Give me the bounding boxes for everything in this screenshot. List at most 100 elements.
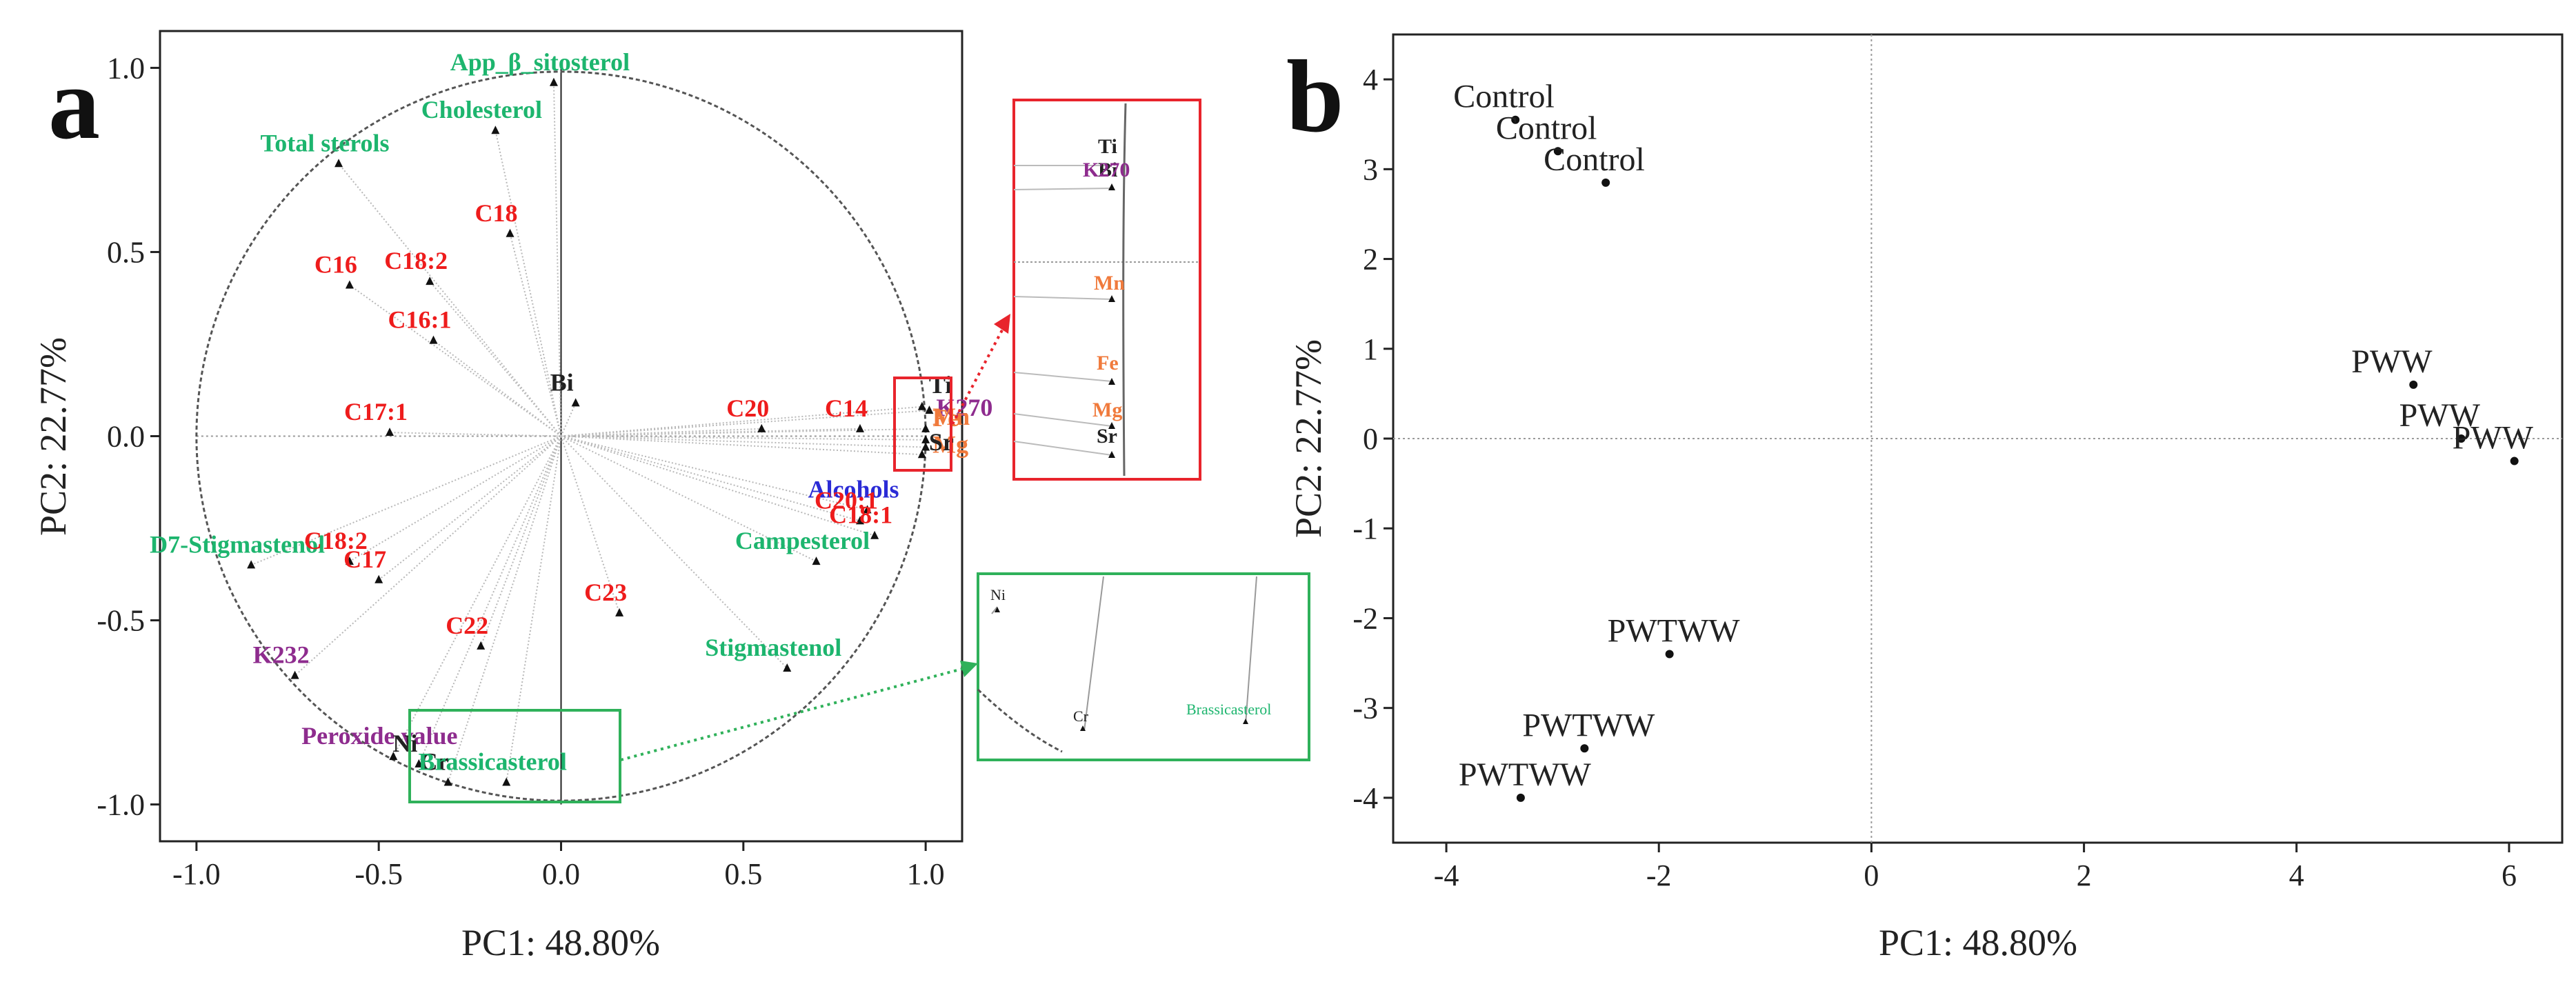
loading-point-marker <box>783 663 792 672</box>
sample-point <box>1553 147 1562 156</box>
loading-line <box>250 435 561 566</box>
green-zoom-arrowhead <box>960 661 978 677</box>
panel-b-x-axis-label: PC1: 48.80% <box>1879 922 2077 963</box>
sample-label: PWW <box>2351 343 2433 380</box>
sample-point <box>1665 650 1674 659</box>
panel-b-axis-ticks: -4 -2 0 2 4 6 -4 -3 -2 -1 0 1 2 3 4 <box>1352 63 2517 892</box>
loading-label: C20:1 <box>815 486 878 514</box>
loading-point-marker <box>335 159 343 168</box>
loading-label: C14 <box>825 394 868 422</box>
loading-label: C16 <box>314 251 357 279</box>
sample-point <box>2457 434 2466 443</box>
x-tick-label: 6 <box>2502 859 2517 892</box>
x-tick-label: -2 <box>1646 859 1672 892</box>
loading-label: Cholesterol <box>421 96 542 123</box>
inset-label-cr: Cr <box>1073 708 1089 725</box>
red-zoom-inset: Ti Bi K270 Mn Fe Mg Sr <box>1012 99 1201 481</box>
loading-point-marker <box>921 423 930 432</box>
loading-point-marker <box>870 530 879 539</box>
green-zoom-source-box <box>408 709 621 803</box>
loading-label: C18:2 <box>384 247 448 274</box>
loading-point-marker <box>855 516 864 525</box>
loading-point-marker <box>386 428 395 437</box>
x-tick-label: -4 <box>1434 859 1459 892</box>
red-zoom-arrow <box>951 327 1005 425</box>
x-tick-label: 0.0 <box>542 857 580 891</box>
panel-b-chart: b ControlControlControlPWWPWWPWWPWTWWPWT… <box>1286 33 2564 963</box>
inset-label-ti: Ti <box>1098 135 1117 158</box>
loading-point-marker <box>571 398 580 407</box>
loading-line <box>447 436 562 783</box>
loading-line <box>418 436 562 765</box>
loading-label: D7-Stigmastenol <box>150 530 325 558</box>
inset-label-mn: Mn <box>1094 272 1125 294</box>
loading-line <box>561 428 926 437</box>
loading-label: C16:1 <box>388 306 451 334</box>
loading-line <box>560 435 788 669</box>
loading-label: Cr <box>420 748 449 776</box>
loading-point-marker <box>506 228 515 237</box>
loading-point-marker <box>491 126 500 134</box>
panel-a-axis-ticks: -1.0 -0.5 0.0 0.5 1.0 -1.0 -0.5 0.0 0.5 1.0 <box>97 51 944 891</box>
loading-line <box>561 435 926 448</box>
sample-label: PWTWW <box>1608 613 1741 650</box>
loading-point-marker <box>921 442 930 451</box>
panel-a-loading-lines <box>250 82 930 783</box>
loading-point-marker <box>917 401 926 410</box>
loading-label: C17 <box>343 545 386 573</box>
y-tick-label: -2 <box>1352 601 1378 635</box>
y-tick-label: -1 <box>1352 512 1378 545</box>
loading-line <box>432 339 562 437</box>
loading-line <box>429 281 562 437</box>
panel-a-letter: a <box>48 46 100 161</box>
loading-point-marker <box>863 505 872 514</box>
inset-label-brassicasterol: Brassicasterol <box>1186 701 1271 718</box>
green-zoom-arrow <box>620 668 963 761</box>
loading-line <box>294 435 562 676</box>
loading-point-marker <box>502 777 511 786</box>
sample-point <box>1580 744 1589 753</box>
sample-point <box>1601 178 1610 187</box>
loading-line <box>509 233 562 437</box>
loading-point-marker <box>921 434 930 443</box>
y-tick-label: 2 <box>1363 243 1378 277</box>
loading-point-marker <box>290 670 299 679</box>
sample-point <box>2409 380 2418 389</box>
green-zoom-inset: Ni Cr Brassicasterol <box>977 572 1310 761</box>
red-zoom-source-box <box>893 377 952 472</box>
loading-line <box>561 435 922 456</box>
loading-line <box>378 435 562 581</box>
loading-line <box>561 435 868 511</box>
loading-point-marker <box>345 280 354 289</box>
y-tick-label: -3 <box>1352 692 1378 725</box>
y-tick-label: 4 <box>1363 63 1378 97</box>
loading-label: Fe <box>932 404 959 432</box>
y-tick-label: 3 <box>1363 152 1378 186</box>
loading-label: K232 <box>253 641 310 669</box>
loading-line <box>552 82 562 437</box>
loading-line <box>561 435 926 441</box>
y-tick-label: 0.5 <box>107 235 145 269</box>
loading-label: C17:1 <box>344 398 408 425</box>
loading-label: Alcohols <box>808 475 899 503</box>
loading-label: C18:1 <box>829 501 892 529</box>
loading-label: Bi <box>550 368 574 396</box>
loading-label: Peroxide value <box>301 722 457 750</box>
loading-point-marker <box>375 574 383 583</box>
loading-point-marker <box>917 450 926 459</box>
loading-point-marker <box>855 423 864 432</box>
y-tick-label: -0.5 <box>97 604 145 638</box>
x-tick-label: -0.5 <box>355 857 403 891</box>
x-tick-label: 0.5 <box>724 857 762 891</box>
y-tick-label: 1.0 <box>107 51 145 85</box>
panel-a-y-axis-label: PC2: 22.77% <box>32 337 74 536</box>
panel-b-points: ControlControlControlPWWPWWPWWPWTWWPWTWW… <box>1453 79 2534 802</box>
loading-label: C18:2 <box>304 527 368 554</box>
loading-point-marker <box>757 423 766 432</box>
loading-line <box>561 435 817 562</box>
panel-b-zero-lines <box>1393 34 2562 843</box>
y-tick-label: 1 <box>1363 332 1378 366</box>
loading-point-marker <box>345 556 354 565</box>
sample-point <box>1511 115 1520 124</box>
